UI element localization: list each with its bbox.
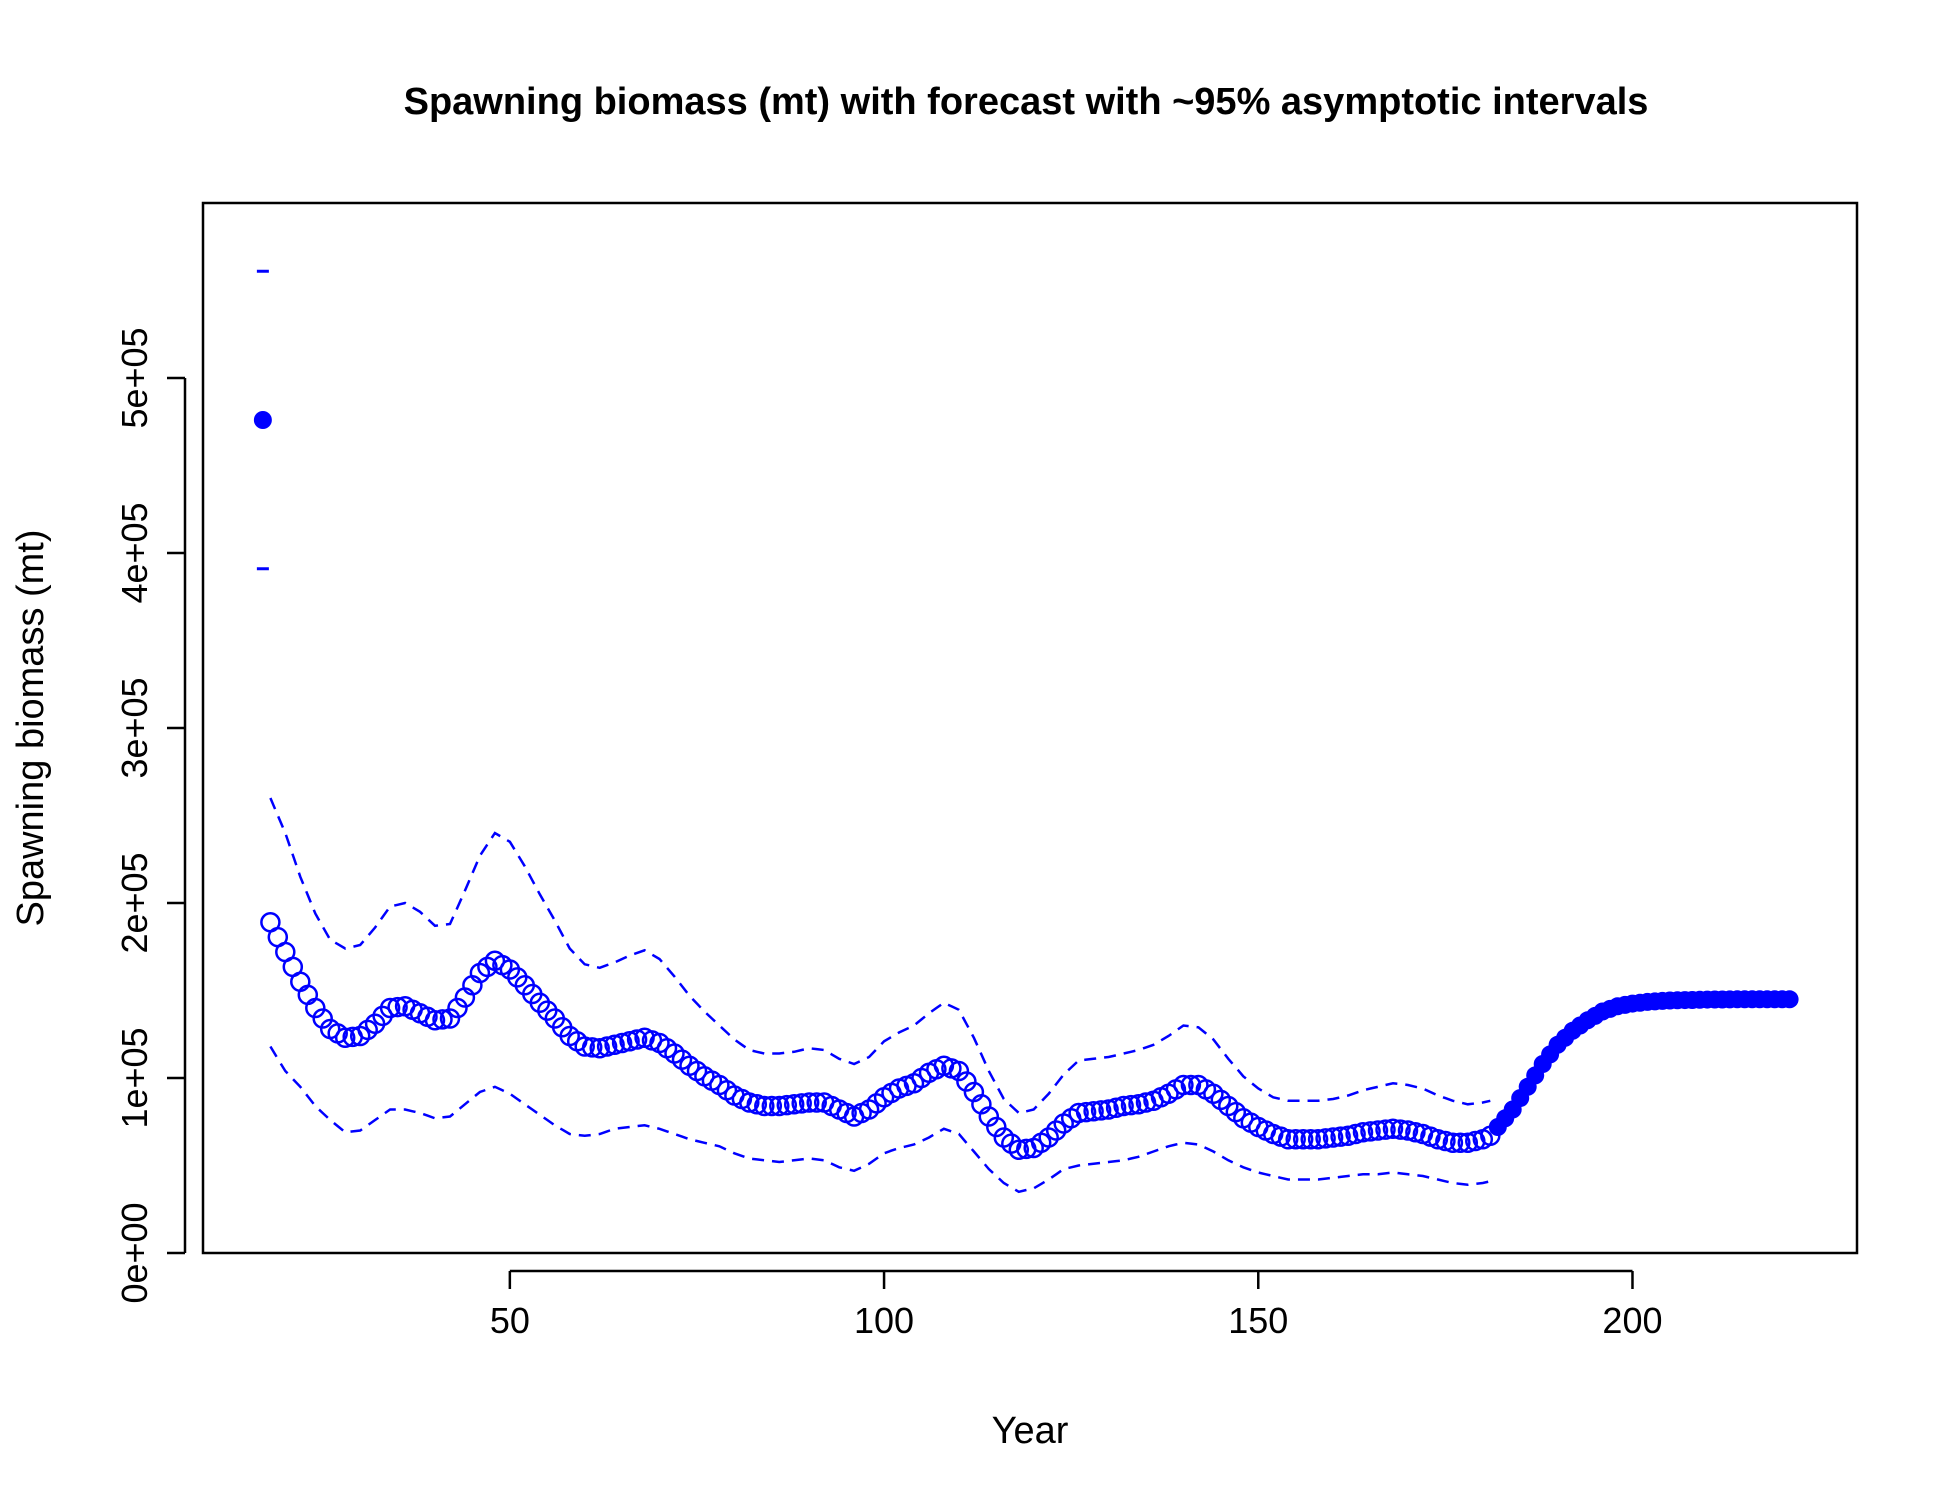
estimate-point [776, 1094, 798, 1116]
estimate-point [1098, 1099, 1119, 1120]
estimate-point [1435, 1130, 1456, 1152]
estimate-point [1068, 1102, 1089, 1124]
estimate-point [1285, 1129, 1306, 1150]
estimate-point [1083, 1101, 1104, 1122]
x-tick-label: 100 [854, 1300, 914, 1341]
estimate-point [1330, 1126, 1351, 1147]
estimate-point [379, 997, 401, 1019]
estimate-point [611, 1032, 633, 1054]
estimate-point [783, 1094, 805, 1115]
estimate-point [1352, 1122, 1374, 1143]
estimate-point [761, 1095, 783, 1117]
x-axis: 50 100 150 200 [490, 1269, 1663, 1341]
estimate-point [574, 1036, 595, 1057]
estimate-point [619, 1031, 640, 1052]
x-axis-label: Year [992, 1410, 1069, 1452]
x-tick-label: 50 [490, 1300, 530, 1341]
virgin-biomass-point [253, 411, 272, 429]
estimate-point [312, 1008, 333, 1029]
estimate-point [432, 1009, 453, 1030]
estimate-point [1300, 1129, 1321, 1150]
plot-area-frame [201, 201, 1859, 1255]
estimate-point [604, 1034, 625, 1056]
x-tick-label: 150 [1228, 1300, 1288, 1341]
estimate-point [1120, 1094, 1142, 1116]
estimate-point [1075, 1101, 1097, 1123]
estimate-point [387, 996, 408, 1018]
estimate-point [1277, 1129, 1299, 1150]
estimate-point [1450, 1132, 1471, 1154]
estimate-point [754, 1095, 775, 1117]
estimate-point [806, 1092, 827, 1113]
estimate-point [1292, 1129, 1314, 1150]
confidence-interval-lines [256, 269, 1491, 1194]
y-axis-label: Spawning biomass (mt) [10, 529, 52, 926]
estimate-point [1360, 1121, 1381, 1142]
estimate-point [1105, 1097, 1127, 1119]
estimate-point [1405, 1122, 1426, 1143]
estimate-point [1315, 1128, 1336, 1149]
y-tick-label: 4e+05 [114, 502, 155, 603]
estimate-point [596, 1036, 618, 1057]
x-tick-label: 200 [1602, 1300, 1662, 1341]
estimate-point [1113, 1095, 1134, 1117]
estimate-point [424, 1010, 446, 1031]
lower-interval-line [269, 1045, 1491, 1194]
forecast-point [1780, 990, 1799, 1009]
estimate-point [1375, 1119, 1396, 1140]
estimate-point [1173, 1074, 1194, 1096]
estimate-point [956, 1071, 977, 1092]
estimate-point [1397, 1120, 1419, 1141]
estimate-point [1322, 1127, 1344, 1148]
estimate-point [798, 1092, 820, 1113]
chart-title: Spawning biomass (mt) with forecast with… [404, 81, 1649, 123]
estimate-point [769, 1095, 790, 1117]
estimate-point [1442, 1132, 1464, 1154]
y-tick-label: 5e+05 [114, 327, 155, 428]
y-tick-label: 2e+05 [114, 852, 155, 953]
estimate-point [1457, 1132, 1479, 1154]
estimate-point [1367, 1120, 1389, 1141]
estimate-point [1390, 1119, 1411, 1140]
estimate-point [334, 1027, 356, 1049]
estimate-point [739, 1092, 760, 1113]
estimate-point [948, 1060, 970, 1082]
estimate-point [447, 997, 468, 1019]
estimate-point [986, 1116, 1007, 1138]
y-tick-label: 3e+05 [114, 677, 155, 778]
estimate-point [589, 1038, 610, 1059]
estimate-point [1038, 1127, 1059, 1148]
estimate-point [746, 1094, 768, 1115]
estimate-point [1337, 1125, 1359, 1147]
estimate-point [1045, 1120, 1067, 1141]
estimate-point [978, 1106, 1000, 1127]
estimate-point [1128, 1094, 1149, 1115]
estimate-point [305, 997, 326, 1019]
estimate-point [1427, 1129, 1449, 1150]
estimate-point [1382, 1118, 1404, 1140]
estimate-point [626, 1029, 648, 1050]
upper-interval-line [269, 797, 1491, 1115]
y-axis: 0e+00 1e+05 2e+05 3e+05 4e+05 5e+05 [114, 327, 187, 1304]
estimate-point [1008, 1139, 1030, 1161]
estimate-point [1090, 1100, 1112, 1121]
y-tick-label: 0e+00 [114, 1202, 155, 1303]
estimate-point [1180, 1074, 1202, 1096]
y-tick-label: 1e+05 [114, 1027, 155, 1128]
estimate-point [581, 1037, 603, 1058]
estimate-point [1307, 1129, 1329, 1150]
biomass-points [253, 411, 1799, 1161]
estimate-point [439, 1008, 461, 1029]
estimate-point [1345, 1123, 1366, 1145]
estimate-point [791, 1093, 812, 1114]
